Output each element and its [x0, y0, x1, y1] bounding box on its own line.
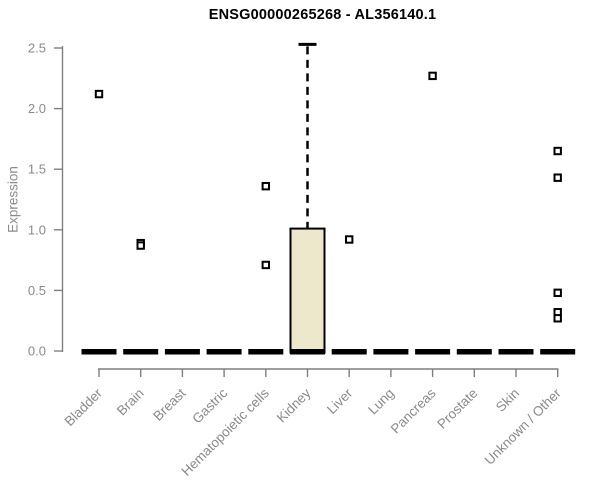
median-bar — [456, 349, 492, 355]
y-tick-label: 0.5 — [28, 283, 46, 298]
outlier-point — [345, 235, 354, 244]
median-bar — [123, 349, 159, 355]
median-bar — [81, 349, 117, 355]
outlier-point — [136, 241, 145, 250]
median-bar — [540, 349, 576, 355]
x-category-label: Lung — [365, 386, 397, 418]
x-category-label: Brain — [114, 386, 147, 419]
box — [289, 227, 326, 354]
outlier-point — [428, 71, 437, 81]
x-category-label: Prostate — [434, 386, 480, 432]
outlier-point — [553, 288, 562, 298]
y-tick-label: 0.0 — [28, 344, 46, 359]
outlier-point — [553, 146, 562, 156]
median-bar — [373, 349, 409, 355]
outlier-point — [94, 89, 104, 99]
median-bar — [248, 349, 284, 355]
outlier-point — [261, 181, 271, 191]
x-category-label: Gastric — [189, 385, 230, 426]
x-category-label: Skin — [493, 386, 522, 415]
y-tick-label: 1.5 — [28, 162, 46, 177]
outlier-point — [553, 173, 562, 182]
x-category-label: Kidney — [274, 385, 314, 425]
outlier-point — [553, 314, 562, 323]
x-category-label: Breast — [150, 385, 188, 423]
median-bar — [415, 349, 451, 355]
x-category-label: Bladder — [62, 385, 106, 429]
x-category-label: Pancreas — [388, 385, 439, 436]
y-tick-label: 2.0 — [28, 101, 46, 116]
chart-title: ENSG00000265268 - AL356140.1 — [208, 7, 437, 23]
median-bar — [164, 349, 200, 355]
x-category-label: Liver — [324, 385, 356, 417]
median-bar — [498, 349, 534, 355]
y-tick-label: 1.0 — [28, 222, 46, 237]
outlier-point — [261, 260, 271, 270]
x-category-label: Unknown / Other — [482, 385, 565, 468]
median-bar — [206, 349, 242, 355]
median-bar — [331, 349, 367, 355]
median-bar — [290, 349, 325, 355]
y-tick-label: 2.5 — [28, 41, 46, 56]
